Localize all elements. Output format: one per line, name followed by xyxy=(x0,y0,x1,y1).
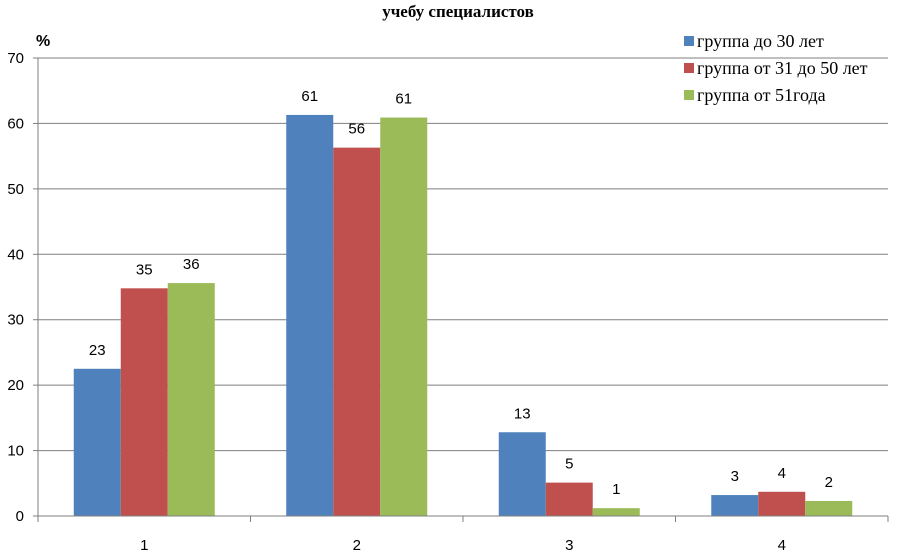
x-tick-label: 2 xyxy=(353,537,361,550)
bar xyxy=(758,491,806,516)
y-tick-label: 20 xyxy=(7,377,24,394)
legend-label: группа от 51года xyxy=(697,85,826,105)
data-label: 2 xyxy=(825,474,833,491)
data-label: 36 xyxy=(183,256,200,273)
y-tick-label: 70 xyxy=(7,50,24,67)
chart-title: учебу специалистов xyxy=(382,2,534,21)
bar xyxy=(333,147,381,516)
legend-label: группа до 30 лет xyxy=(697,31,824,51)
bar xyxy=(498,432,546,516)
x-tick-label: 3 xyxy=(565,537,573,550)
x-tick-label: 1 xyxy=(140,537,148,550)
data-label: 1 xyxy=(612,481,620,498)
bar xyxy=(592,508,640,516)
data-label: 5 xyxy=(565,456,573,473)
bar xyxy=(167,283,215,516)
bar xyxy=(73,368,121,516)
data-label: 4 xyxy=(778,465,786,482)
x-tick-label: 4 xyxy=(778,537,786,550)
bars xyxy=(73,114,853,517)
data-label: 23 xyxy=(89,342,106,359)
data-label: 3 xyxy=(731,468,739,485)
legend: группа до 30 лет группа от 31 до 50 лет гр… xyxy=(684,31,868,105)
y-tick-label: 50 xyxy=(7,181,24,198)
bar xyxy=(120,288,168,516)
bar xyxy=(711,495,759,516)
y-tick-label: 60 xyxy=(7,115,24,132)
y-tick-label: 10 xyxy=(7,443,24,460)
data-label: 61 xyxy=(301,88,318,105)
legend-swatch xyxy=(684,90,694,100)
y-tick-label: 40 xyxy=(7,246,24,263)
data-label: 35 xyxy=(136,261,153,278)
y-tick-label: 30 xyxy=(7,312,24,329)
bar xyxy=(380,117,428,516)
legend-label: группа от 31 до 50 лет xyxy=(697,58,868,78)
bar xyxy=(286,114,334,517)
legend-swatch xyxy=(684,36,694,46)
data-label: 56 xyxy=(348,121,365,138)
legend-swatch xyxy=(684,63,694,73)
y-axis-unit-label: % xyxy=(36,33,50,50)
y-tick-label: 0 xyxy=(16,508,24,525)
data-label: 61 xyxy=(395,91,412,108)
bar xyxy=(545,482,593,516)
bar xyxy=(805,500,853,516)
data-label: 13 xyxy=(514,405,531,422)
